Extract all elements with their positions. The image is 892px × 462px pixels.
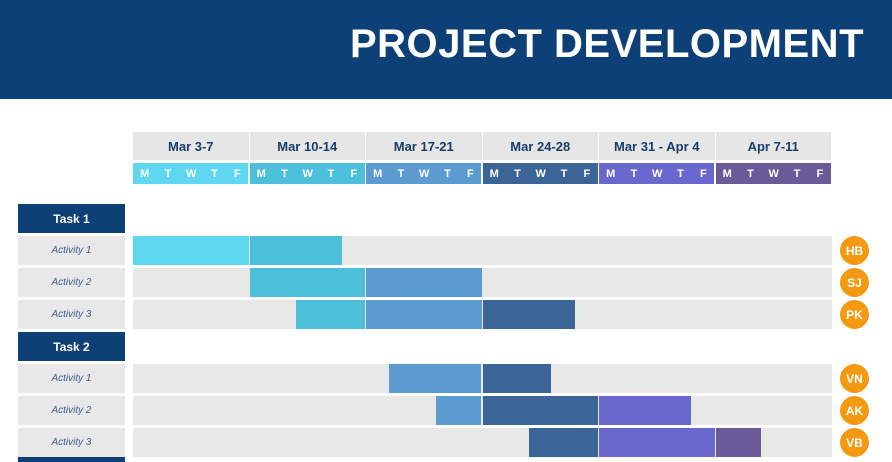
day-cell: F: [692, 163, 715, 184]
gantt-bar[interactable]: [249, 268, 365, 297]
day-cell: M: [599, 163, 623, 184]
day-cell: T: [505, 163, 530, 184]
day-cell: M: [133, 163, 157, 184]
activity-track: [133, 300, 832, 329]
week-header: Mar 10-14: [249, 132, 365, 160]
assignee-avatar[interactable]: HB: [840, 236, 869, 265]
day-cell: T: [202, 163, 227, 184]
day-cell: F: [226, 163, 249, 184]
activity-label: Activity 2: [18, 268, 125, 297]
assignee-avatar[interactable]: VB: [840, 428, 869, 457]
week-header: Apr 7-11: [715, 132, 831, 160]
activity-track: [133, 236, 832, 265]
assignee-avatar[interactable]: AK: [840, 396, 869, 425]
day-cell: W: [412, 163, 436, 184]
day-cell: M: [366, 163, 390, 184]
page-header: PROJECT DEVELOPMENT: [0, 0, 892, 99]
gantt-bar[interactable]: [366, 300, 482, 329]
day-cell: T: [389, 163, 413, 184]
assignee-avatar[interactable]: SJ: [840, 268, 869, 297]
task-header: Task 2: [18, 332, 125, 361]
day-cell: T: [622, 163, 646, 184]
day-cell: T: [156, 163, 180, 184]
gantt-bar[interactable]: [366, 268, 482, 297]
day-cell: W: [179, 163, 203, 184]
activity-track: [133, 364, 832, 393]
day-cell: W: [645, 163, 669, 184]
day-cell: W: [296, 163, 320, 184]
day-cell: F: [342, 163, 365, 184]
week-header: Mar 31 - Apr 4: [599, 132, 715, 160]
gantt-bar[interactable]: [482, 300, 575, 329]
gantt-bar[interactable]: [389, 364, 482, 393]
day-cell: T: [738, 163, 763, 184]
day-cell: F: [808, 163, 831, 184]
day-cell: T: [552, 163, 576, 184]
activity-label: Activity 2: [18, 396, 125, 425]
activity-track: [133, 396, 832, 425]
task-header: Task 1: [18, 204, 125, 233]
week-header: Mar 17-21: [366, 132, 482, 160]
task-3-header-partial: [18, 457, 125, 462]
week-header: Mar 24-28: [482, 132, 598, 160]
gantt-bar[interactable]: [482, 396, 598, 425]
day-cell: W: [762, 163, 786, 184]
day-cell: T: [785, 163, 809, 184]
activity-track: [133, 428, 832, 457]
gantt-bar[interactable]: [599, 428, 715, 457]
gantt-bar[interactable]: [482, 364, 552, 393]
week-header: Mar 3-7: [133, 132, 249, 160]
day-cell: F: [575, 163, 598, 184]
day-cell: F: [459, 163, 482, 184]
assignee-avatar[interactable]: PK: [840, 300, 869, 329]
gantt-bar[interactable]: [133, 236, 249, 265]
day-cell: T: [668, 163, 693, 184]
day-cell: T: [319, 163, 343, 184]
day-cell: M: [249, 163, 273, 184]
activity-label: Activity 1: [18, 236, 125, 265]
activity-label: Activity 3: [18, 428, 125, 457]
day-cell: M: [482, 163, 506, 184]
assignee-avatar[interactable]: VN: [840, 364, 869, 393]
gantt-bar[interactable]: [529, 428, 598, 457]
day-cell: M: [715, 163, 739, 184]
gantt-bar[interactable]: [435, 396, 482, 425]
activity-label: Activity 3: [18, 300, 125, 329]
gantt-bar[interactable]: [249, 236, 342, 265]
gantt-bar[interactable]: [599, 396, 692, 425]
day-cell: T: [272, 163, 297, 184]
gantt-bar[interactable]: [296, 300, 365, 329]
activity-label: Activity 1: [18, 364, 125, 393]
day-cell: W: [529, 163, 553, 184]
day-cell: T: [435, 163, 460, 184]
gantt-bar[interactable]: [715, 428, 762, 457]
activity-track: [133, 268, 832, 297]
page-title: PROJECT DEVELOPMENT: [349, 22, 864, 66]
